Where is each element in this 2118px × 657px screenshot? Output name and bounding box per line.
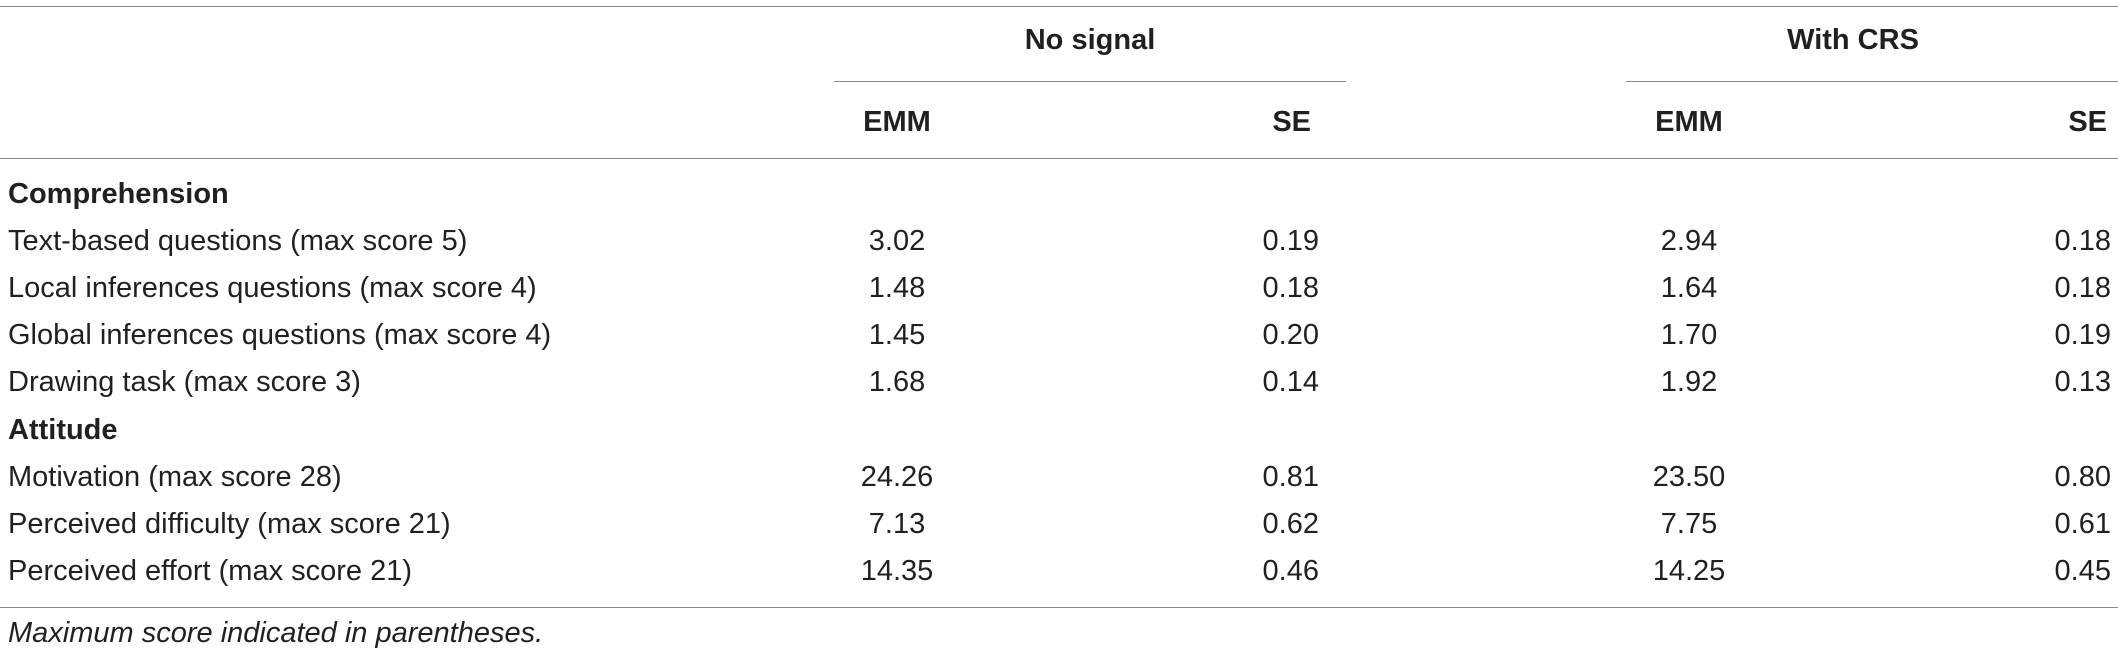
cell-emm-no-signal: 24.26	[860, 461, 934, 493]
row-label: Global inferences questions (max score 4…	[8, 319, 552, 351]
row-label: Motivation (max score 28)	[8, 461, 342, 493]
section-title-attitude: Attitude	[8, 414, 118, 446]
cell-emm-with-crs: 1.92	[1660, 366, 1718, 398]
row-label: Local inferences questions (max score 4)	[8, 272, 537, 304]
col-header-emm-with-crs: EMM	[1655, 106, 1723, 138]
cell-emm-no-signal: 7.13	[868, 508, 926, 540]
cell-se-with-crs: 0.18	[2054, 225, 2111, 257]
group-header-no-signal: No signal	[1024, 24, 1156, 56]
cell-se-no-signal: 0.19	[1262, 225, 1319, 257]
cell-emm-no-signal: 3.02	[868, 225, 926, 257]
cell-se-with-crs: 0.19	[2054, 319, 2111, 351]
top-rule	[0, 6, 2118, 7]
cell-emm-no-signal: 1.48	[868, 272, 926, 304]
cell-se-with-crs: 0.13	[2054, 366, 2111, 398]
row-label: Perceived difficulty (max score 21)	[8, 508, 451, 540]
cell-emm-with-crs: 2.94	[1660, 225, 1718, 257]
cell-emm-with-crs: 14.25	[1652, 555, 1726, 587]
cell-se-no-signal: 0.62	[1262, 508, 1319, 540]
cell-se-with-crs: 0.45	[2054, 555, 2111, 587]
cell-se-with-crs: 0.18	[2054, 272, 2111, 304]
row-label: Text-based questions (max score 5)	[8, 225, 468, 257]
group-header-with-crs: With CRS	[1787, 24, 1919, 56]
row-label: Drawing task (max score 3)	[8, 366, 361, 398]
table-footnote: Maximum score indicated in parentheses.	[8, 617, 544, 649]
cell-emm-no-signal: 14.35	[860, 555, 934, 587]
cell-se-no-signal: 0.14	[1262, 366, 1319, 398]
cell-emm-with-crs: 7.75	[1660, 508, 1718, 540]
cell-emm-with-crs: 1.64	[1660, 272, 1718, 304]
col-header-emm-no-signal: EMM	[863, 106, 931, 138]
col-header-se-with-crs: SE	[2068, 106, 2107, 138]
group-rule-with-crs	[1626, 81, 2118, 82]
cell-emm-with-crs: 23.50	[1652, 461, 1726, 493]
cell-se-with-crs: 0.80	[2054, 461, 2111, 493]
col-header-se-no-signal: SE	[1272, 106, 1311, 138]
group-rule-no-signal	[834, 81, 1346, 82]
cell-emm-with-crs: 1.70	[1660, 319, 1718, 351]
row-label: Perceived effort (max score 21)	[8, 555, 413, 587]
header-bottom-rule	[0, 158, 2118, 159]
section-title-comprehension: Comprehension	[8, 178, 229, 210]
cell-se-with-crs: 0.61	[2054, 508, 2111, 540]
cell-emm-no-signal: 1.68	[868, 366, 926, 398]
cell-se-no-signal: 0.18	[1262, 272, 1319, 304]
cell-emm-no-signal: 1.45	[868, 319, 926, 351]
cell-se-no-signal: 0.81	[1262, 461, 1319, 493]
cell-se-no-signal: 0.46	[1262, 555, 1319, 587]
cell-se-no-signal: 0.20	[1262, 319, 1319, 351]
table-bottom-rule	[0, 607, 2118, 608]
